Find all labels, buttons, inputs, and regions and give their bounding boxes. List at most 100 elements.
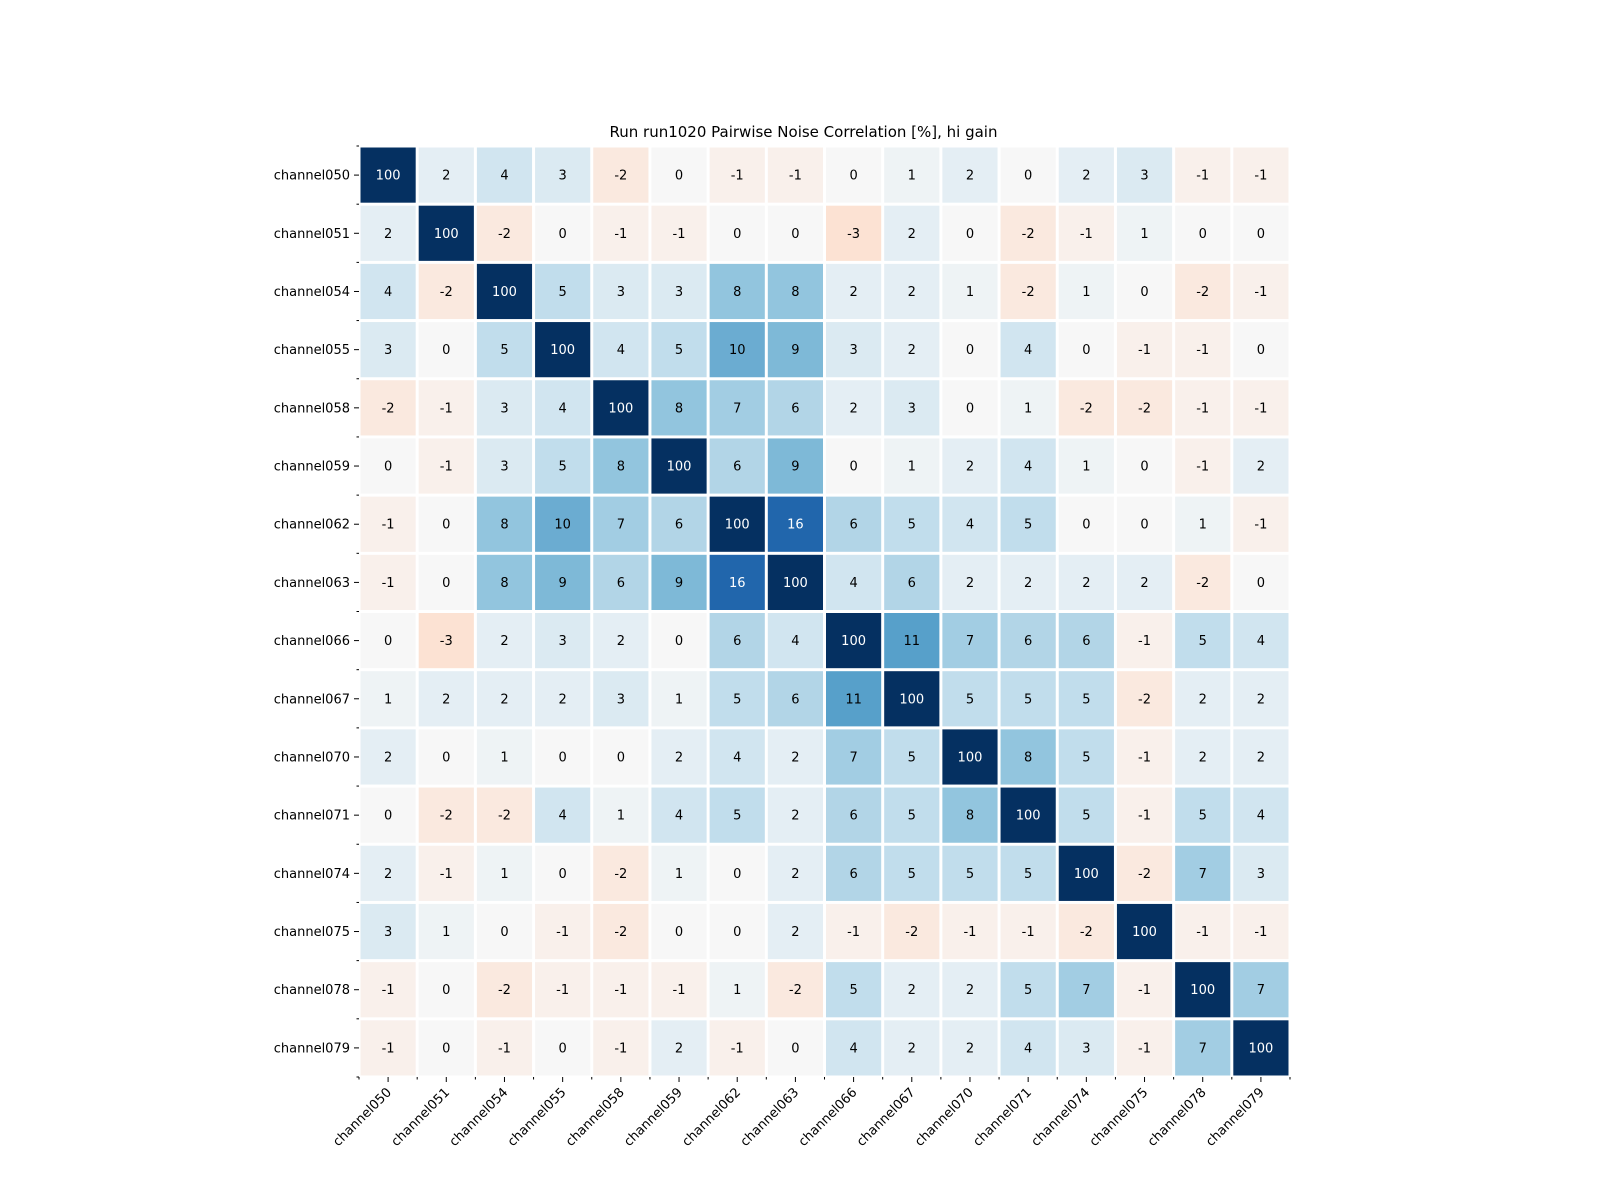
cell-value-label: 100 (376, 169, 401, 184)
cell-value-label: 0 (384, 809, 392, 824)
cell-value-label: 3 (1082, 1041, 1090, 1056)
cell-value-label: -2 (498, 227, 511, 242)
heatmap-cell (709, 729, 765, 785)
heatmap-cell (826, 322, 882, 378)
cell-value-label: 0 (733, 227, 741, 242)
heatmap-cell (942, 1020, 998, 1076)
heatmap-cell (360, 729, 416, 785)
heatmap-cell (1058, 729, 1114, 785)
cell-value-label: 2 (675, 750, 683, 765)
cell-value-label: 4 (1024, 343, 1032, 358)
cell-value-label: 1 (675, 867, 683, 882)
heatmap-cell (709, 496, 765, 552)
heatmap-cell (826, 263, 882, 320)
cell-value-label: 6 (675, 518, 683, 533)
y-tick-label: channel070 (274, 750, 350, 765)
cell-value-label: 2 (791, 867, 799, 882)
heatmap-cell (1233, 1020, 1289, 1076)
heatmap-cell (535, 613, 591, 669)
cell-value-label: 0 (1024, 169, 1032, 184)
cell-value-label: -1 (673, 227, 686, 242)
cell-value-label: 2 (559, 692, 567, 707)
heatmap-cell (767, 962, 823, 1018)
cell-value-label: 100 (492, 285, 517, 300)
cell-value-label: 100 (667, 460, 692, 475)
heatmap-cell (593, 1020, 649, 1076)
heatmap-cell (826, 671, 882, 727)
heatmap-cell (826, 205, 882, 261)
heatmap-cell (1175, 554, 1231, 610)
heatmap-cell (651, 845, 707, 901)
cell-value-label: -1 (440, 401, 453, 416)
cell-value-label: 4 (849, 1041, 857, 1056)
heatmap-cell (360, 554, 416, 610)
cell-value-label: 2 (1257, 692, 1265, 707)
cell-value-label: 8 (675, 401, 683, 416)
cell-value-label: 2 (908, 983, 916, 998)
cell-value-label: -1 (1138, 750, 1151, 765)
heatmap-cell (826, 554, 882, 610)
cell-value-label: 2 (442, 169, 450, 184)
cell-value-label: -1 (440, 867, 453, 882)
heatmap-cell (1000, 205, 1056, 261)
cell-value-label: 0 (1257, 343, 1265, 358)
cell-value-label: 2 (791, 750, 799, 765)
heatmap-cell (1116, 787, 1173, 843)
heatmap-cell (1000, 787, 1056, 843)
cell-value-label: 2 (1140, 576, 1148, 591)
cell-value-label: 4 (617, 343, 625, 358)
cell-value-label: -2 (905, 925, 918, 940)
cell-value-label: 4 (1257, 634, 1265, 649)
cell-value-label: 0 (442, 518, 450, 533)
heatmap-cell (651, 671, 707, 727)
heatmap-cell (651, 263, 707, 320)
cell-value-label: -2 (1138, 867, 1151, 882)
cell-value-label: -1 (1196, 169, 1209, 184)
heatmap-cell (1175, 1020, 1231, 1076)
cell-value-label: 7 (966, 634, 974, 649)
cell-value-label: -1 (614, 983, 627, 998)
cell-value-label: 4 (675, 809, 683, 824)
cell-value-label: 5 (1024, 518, 1032, 533)
heatmap-cell (826, 147, 882, 203)
cell-value-label: 1 (1199, 518, 1207, 533)
cell-value-label: 2 (791, 809, 799, 824)
heatmap-cell (767, 1020, 823, 1076)
cell-value-label: 1 (966, 285, 974, 300)
cell-value-label: 1 (675, 692, 683, 707)
cell-value-label: -1 (1254, 925, 1267, 940)
heatmap-cell (942, 845, 998, 901)
heatmap-cell (360, 787, 416, 843)
heatmap-cell (826, 729, 882, 785)
heatmap-cell (1116, 903, 1173, 960)
heatmap-cell (535, 962, 591, 1018)
heatmap-cell (476, 1020, 533, 1076)
heatmap-cell (709, 845, 765, 901)
cell-value-label: 0 (849, 460, 857, 475)
cell-value-label: 2 (908, 343, 916, 358)
heatmap-cell (535, 263, 591, 320)
heatmap-cell (593, 962, 649, 1018)
heatmap-cell (1175, 205, 1231, 261)
cell-value-label: 0 (675, 169, 683, 184)
cell-value-label: -2 (1138, 401, 1151, 416)
cell-value-label: 7 (1199, 1041, 1207, 1056)
heatmap-cell (709, 147, 765, 203)
cell-value-label: 0 (1140, 285, 1148, 300)
heatmap-cell (1000, 845, 1056, 901)
heatmap-cell (1000, 496, 1056, 552)
heatmap-cell (709, 322, 765, 378)
heatmap-cell (826, 613, 882, 669)
cell-value-label: 5 (1199, 809, 1207, 824)
cell-value-label: 6 (849, 867, 857, 882)
heatmap-cell (1058, 845, 1114, 901)
heatmap-cell (767, 205, 823, 261)
heatmap-cell (535, 671, 591, 727)
heatmap-cell (1233, 671, 1289, 727)
heatmap-cell (767, 671, 823, 727)
y-tick-label: channel079 (274, 1041, 350, 1056)
cell-value-label: 100 (1074, 867, 1099, 882)
heatmap-cell (826, 787, 882, 843)
cell-value-label: 5 (966, 867, 974, 882)
heatmap-cell (360, 1020, 416, 1076)
